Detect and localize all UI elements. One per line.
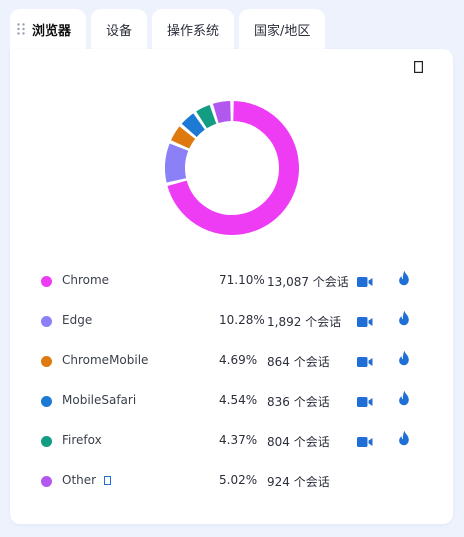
tab-device[interactable]: 设备 — [91, 9, 148, 49]
video-camera-icon — [357, 277, 373, 287]
tab-label: 浏览器 — [32, 23, 72, 39]
legend-sessions: 804 个会话 — [267, 435, 330, 449]
info-icon[interactable] — [104, 476, 112, 485]
legend-name: Edge — [62, 313, 93, 327]
video-camera-icon — [357, 437, 373, 447]
legend-name: Firefox — [62, 433, 102, 447]
heatmap-button[interactable] — [398, 350, 410, 366]
donut-slice-other[interactable] — [212, 101, 232, 124]
legend-color-dot — [41, 276, 52, 287]
flame-icon — [399, 270, 409, 286]
tab-bar: 浏览器 设备 操作系统 国家/地区 — [10, 9, 326, 49]
legend-name: Chrome — [62, 273, 110, 287]
session-replay-button[interactable] — [357, 433, 373, 447]
flame-icon — [399, 350, 409, 366]
legend-sessions: 864 个会话 — [267, 355, 330, 369]
legend-sessions: 13,087 个会话 — [267, 275, 349, 289]
legend-percent: 5.02% — [219, 473, 258, 487]
legend-name: Other — [62, 473, 112, 487]
tab-label: 国家/地区 — [254, 23, 311, 39]
session-replay-button[interactable] — [357, 353, 373, 367]
export-icon — [413, 61, 423, 73]
tab-country[interactable]: 国家/地区 — [239, 9, 326, 49]
heatmap-button[interactable] — [398, 430, 410, 446]
legend-color-dot — [41, 476, 52, 487]
legend-percent: 4.69% — [219, 353, 258, 367]
export-button[interactable] — [411, 58, 425, 76]
flame-icon — [399, 310, 409, 326]
video-camera-icon — [357, 397, 373, 407]
donut-slice-edge[interactable] — [165, 143, 189, 183]
legend-sessions: 836 个会话 — [267, 395, 330, 409]
legend-name: MobileSafari — [62, 393, 137, 407]
heatmap-button[interactable] — [398, 310, 410, 326]
donut-slice-chrome[interactable] — [167, 101, 299, 235]
tab-os[interactable]: 操作系统 — [152, 9, 235, 49]
legend-color-dot — [41, 396, 52, 407]
legend-row-chromemobile[interactable]: ChromeMobile 4.69% 864 个会话 — [10, 341, 453, 381]
donut-slice-mobilesafari[interactable] — [181, 113, 206, 138]
legend-row-edge[interactable]: Edge 10.28% 1,892 个会话 — [10, 301, 453, 341]
browser-stats-card: Chrome 71.10% 13,087 个会话 Edge 10.28% 1,892 个会… — [10, 49, 453, 524]
heatmap-button[interactable] — [398, 390, 410, 406]
legend-name: ChromeMobile — [62, 353, 149, 367]
drag-handle-icon[interactable] — [16, 22, 26, 36]
browser-legend: Chrome 71.10% 13,087 个会话 Edge 10.28% 1,892 个会… — [10, 261, 453, 501]
legend-color-dot — [41, 316, 52, 327]
tab-label: 操作系统 — [167, 23, 220, 39]
session-replay-button[interactable] — [357, 313, 373, 327]
legend-color-dot — [41, 356, 52, 367]
legend-percent: 4.37% — [219, 433, 258, 447]
donut-slice-chromemobile[interactable] — [171, 126, 196, 149]
legend-color-dot — [41, 436, 52, 447]
flame-icon — [399, 430, 409, 446]
legend-percent: 71.10% — [219, 273, 265, 287]
flame-icon — [399, 390, 409, 406]
video-camera-icon — [357, 357, 373, 367]
browser-donut-chart — [165, 101, 299, 235]
legend-row-mobilesafari[interactable]: MobileSafari 4.54% 836 个会话 — [10, 381, 453, 421]
tab-label: 设备 — [106, 23, 133, 39]
session-replay-button[interactable] — [357, 393, 373, 407]
legend-sessions: 924 个会话 — [267, 475, 330, 489]
legend-percent: 10.28% — [219, 313, 265, 327]
donut-slice-firefox[interactable] — [196, 104, 217, 129]
heatmap-button[interactable] — [398, 270, 410, 286]
legend-row-firefox[interactable]: Firefox 4.37% 804 个会话 — [10, 421, 453, 461]
tab-browser[interactable]: 浏览器 — [10, 9, 87, 49]
legend-percent: 4.54% — [219, 393, 258, 407]
legend-row-other[interactable]: Other 5.02% 924 个会话 — [10, 461, 453, 501]
legend-sessions: 1,892 个会话 — [267, 315, 342, 329]
video-camera-icon — [357, 317, 373, 327]
legend-row-chrome[interactable]: Chrome 71.10% 13,087 个会话 — [10, 261, 453, 301]
session-replay-button[interactable] — [357, 273, 373, 287]
